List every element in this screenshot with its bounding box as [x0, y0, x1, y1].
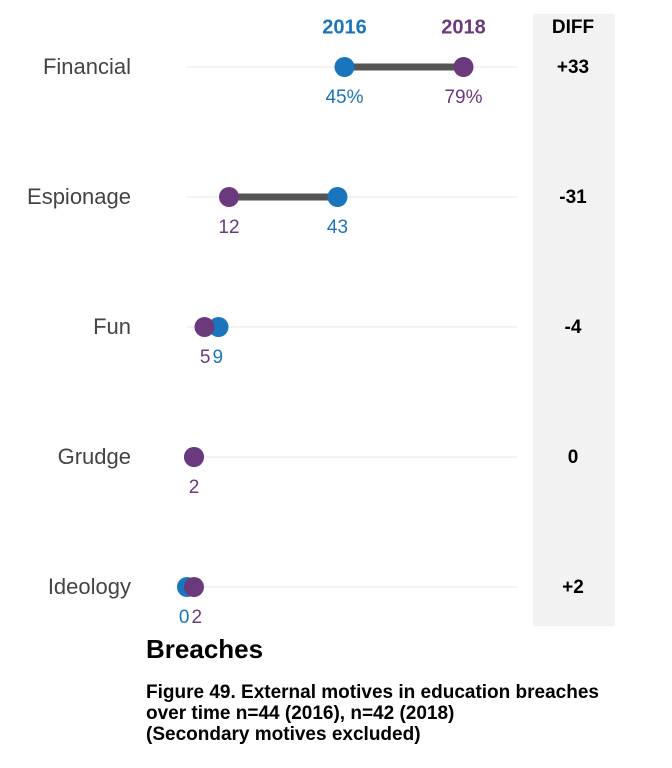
point-2016 — [334, 57, 355, 77]
diff-panel — [533, 14, 615, 626]
figure-caption: Figure 49. External motives in education… — [146, 682, 666, 745]
diff-value: -31 — [559, 187, 587, 208]
caption-line: Figure 49. External motives in education… — [146, 682, 599, 703]
value-label-2018: 2 — [189, 477, 200, 498]
dumbbell-chart: DIFF 2016 2018 Financial 45% 79% +33 Espionage 4… — [27, 14, 615, 628]
value-label-2018: 5 — [200, 347, 211, 368]
diff-value: +2 — [562, 577, 584, 598]
value-label-2016: 45% — [325, 87, 363, 108]
category-label: Ideology — [48, 574, 131, 599]
diff-header: DIFF — [552, 17, 594, 38]
value-label-2018: 2 — [192, 607, 203, 628]
point-2018 — [453, 57, 474, 77]
point-2018 — [184, 577, 204, 597]
legend-2016: 2016 — [322, 16, 367, 38]
category-label: Espionage — [27, 184, 131, 209]
point-2018 — [194, 317, 215, 337]
point-2018 — [184, 447, 204, 467]
point-2016 — [208, 317, 229, 337]
point-2018 — [219, 187, 239, 207]
value-label-2016: 0 — [179, 607, 190, 628]
chart-section-title: Breaches — [146, 634, 264, 664]
value-label-2018: 79% — [444, 87, 482, 108]
diff-value: -4 — [565, 317, 582, 338]
diff-value: +33 — [557, 57, 589, 78]
legend-2018: 2018 — [441, 16, 486, 38]
caption-line: over time n=44 (2016), n=42 (2018) — [146, 703, 455, 724]
point-2016 — [327, 187, 348, 207]
category-label: Financial — [43, 54, 131, 79]
caption-line: (Secondary motives excluded) — [146, 724, 421, 745]
category-label: Fun — [93, 314, 131, 339]
value-label-2018: 12 — [218, 217, 239, 238]
value-label-2016: 9 — [213, 347, 224, 368]
diff-value: 0 — [568, 447, 579, 468]
value-label-2016: 43 — [327, 217, 348, 238]
category-label: Grudge — [58, 444, 131, 469]
